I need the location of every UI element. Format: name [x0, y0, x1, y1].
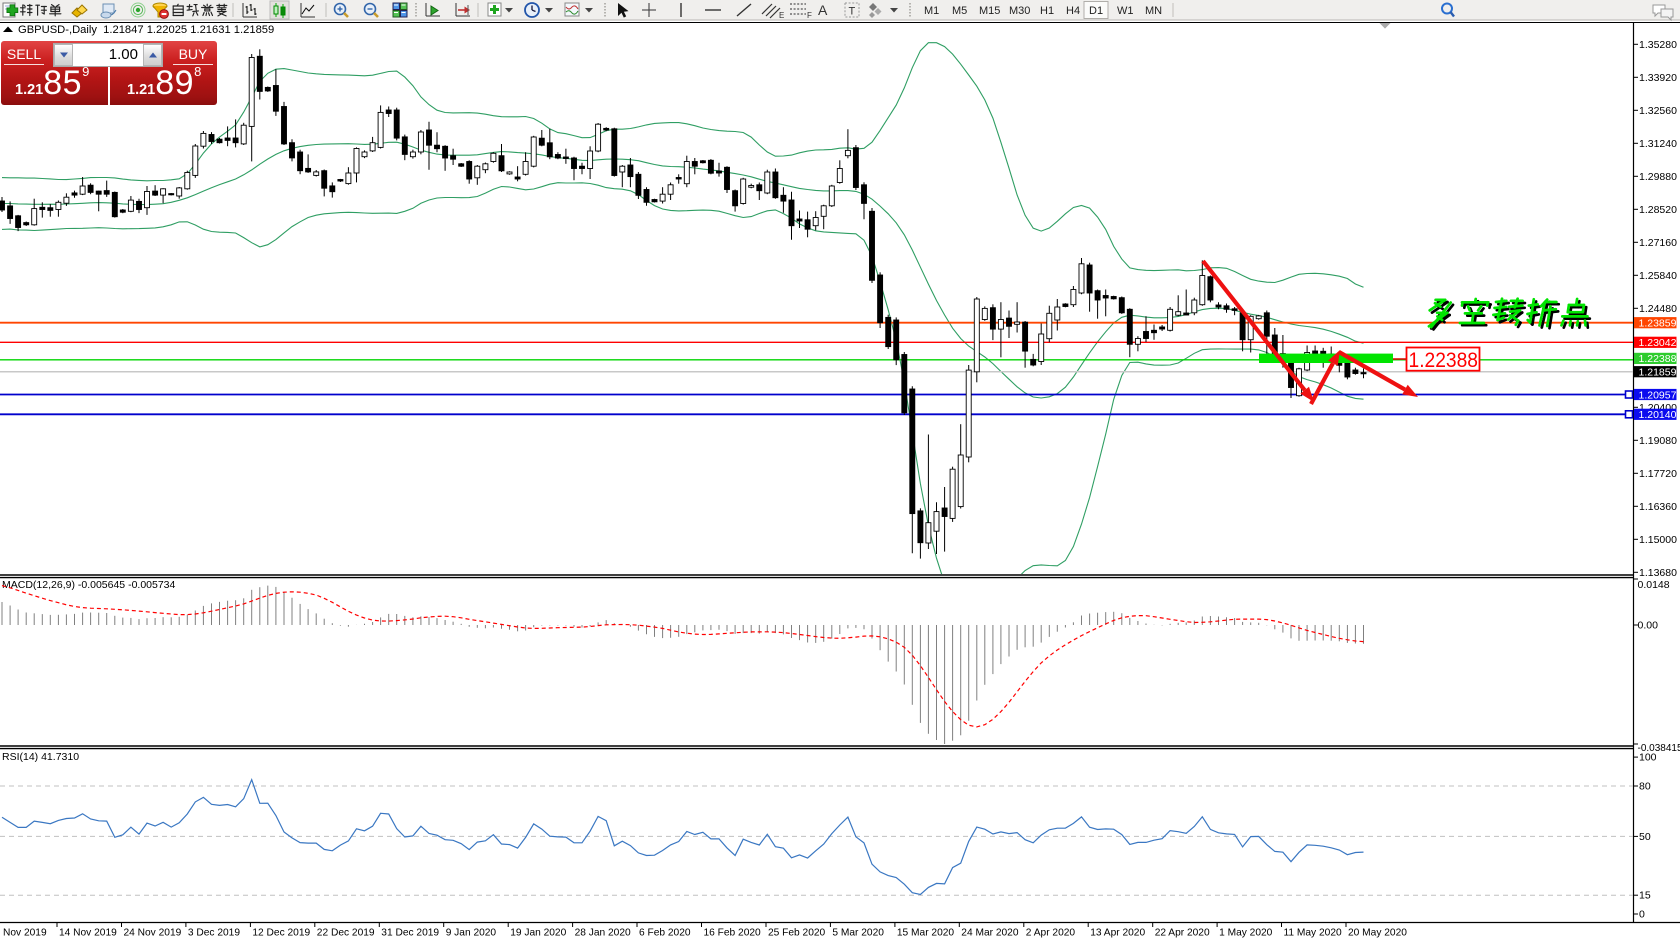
svg-text:22 Apr 2020: 22 Apr 2020	[1155, 928, 1210, 939]
svg-text:20 May 2020: 20 May 2020	[1348, 928, 1407, 939]
svg-text:1.24480: 1.24480	[1639, 303, 1677, 315]
svg-text:MACD(12,26,9) -0.005645 -0.005: MACD(12,26,9) -0.005645 -0.005734	[2, 579, 176, 591]
svg-text:15: 15	[1639, 890, 1651, 902]
svg-text:1.25840: 1.25840	[1639, 270, 1677, 282]
svg-text:1.16360: 1.16360	[1639, 501, 1677, 513]
svg-text:0.0148: 0.0148	[1638, 579, 1670, 591]
svg-text:D1: D1	[1089, 5, 1103, 17]
svg-text:1.31240: 1.31240	[1639, 138, 1677, 150]
svg-text:M5: M5	[952, 5, 967, 17]
svg-text:F: F	[807, 11, 812, 20]
svg-text:E: E	[779, 11, 784, 20]
svg-text:1.13680: 1.13680	[1639, 567, 1677, 579]
svg-text:1.27160: 1.27160	[1639, 237, 1677, 249]
svg-text:6 Nov 2019: 6 Nov 2019	[0, 928, 47, 939]
svg-text:M1: M1	[924, 5, 939, 17]
svg-text:1.35280: 1.35280	[1639, 39, 1677, 51]
svg-text:13 Apr 2020: 13 Apr 2020	[1090, 928, 1145, 939]
svg-text:1.23042: 1.23042	[1639, 337, 1677, 349]
svg-text:RSI(14) 41.7310: RSI(14) 41.7310	[2, 751, 79, 763]
svg-text:H1: H1	[1040, 5, 1054, 17]
svg-text:12 Dec 2019: 12 Dec 2019	[252, 928, 310, 939]
svg-text:GBPUSD-,Daily 1.21847 1.22025: GBPUSD-,Daily 1.21847 1.22025 1.21631 1.…	[18, 24, 274, 36]
svg-text:28 Jan 2020: 28 Jan 2020	[575, 928, 631, 939]
svg-text:24 Mar 2020: 24 Mar 2020	[961, 928, 1019, 939]
svg-text:1.20140: 1.20140	[1639, 409, 1677, 421]
svg-text:14 Nov 2019: 14 Nov 2019	[59, 928, 117, 939]
svg-text:M15: M15	[979, 5, 1000, 17]
svg-text:0: 0	[1639, 909, 1645, 921]
svg-text:W1: W1	[1117, 5, 1134, 17]
svg-text:H4: H4	[1066, 5, 1080, 17]
svg-text:16 Feb 2020: 16 Feb 2020	[704, 928, 762, 939]
svg-text:1.22388: 1.22388	[1409, 349, 1479, 372]
svg-text:1.28520: 1.28520	[1639, 204, 1677, 216]
svg-text:22 Dec 2019: 22 Dec 2019	[317, 928, 375, 939]
svg-text:24 Nov 2019: 24 Nov 2019	[124, 928, 182, 939]
svg-text:9 Jan 2020: 9 Jan 2020	[446, 928, 497, 939]
svg-text:1.20957: 1.20957	[1639, 389, 1677, 401]
svg-text:2 Apr 2020: 2 Apr 2020	[1026, 928, 1076, 939]
svg-text:0.00: 0.00	[1638, 620, 1659, 632]
svg-text:1.23859: 1.23859	[1639, 318, 1677, 330]
svg-text:1.17720: 1.17720	[1639, 468, 1677, 480]
svg-text:11 May 2020: 11 May 2020	[1284, 928, 1342, 939]
svg-text:1.21859: 1.21859	[1639, 367, 1677, 379]
svg-text:6 Feb 2020: 6 Feb 2020	[639, 928, 691, 939]
svg-text:3 Dec 2019: 3 Dec 2019	[188, 928, 240, 939]
svg-text:80: 80	[1639, 781, 1651, 793]
svg-text:25 Feb 2020: 25 Feb 2020	[768, 928, 826, 939]
svg-text:1.19080: 1.19080	[1639, 435, 1677, 447]
svg-text:-0.038415: -0.038415	[1638, 743, 1680, 754]
svg-text:T: T	[849, 6, 856, 18]
svg-text:50: 50	[1639, 831, 1651, 843]
svg-text:100: 100	[1639, 752, 1657, 764]
svg-text:1.15000: 1.15000	[1639, 534, 1677, 546]
svg-text:19 Jan 2020: 19 Jan 2020	[510, 928, 566, 939]
svg-text:1.29880: 1.29880	[1639, 171, 1677, 183]
svg-text:15 Mar 2020: 15 Mar 2020	[897, 928, 955, 939]
svg-text:1.22388: 1.22388	[1639, 353, 1677, 365]
svg-text:M30: M30	[1009, 5, 1030, 17]
svg-text:31 Dec 2019: 31 Dec 2019	[381, 928, 439, 939]
svg-text:A: A	[818, 2, 828, 18]
svg-text:1.33920: 1.33920	[1639, 72, 1677, 84]
svg-text:1 May 2020: 1 May 2020	[1219, 928, 1273, 939]
svg-text:MN: MN	[1145, 5, 1162, 17]
svg-text:5 Mar 2020: 5 Mar 2020	[832, 928, 884, 939]
svg-text:1.32560: 1.32560	[1639, 105, 1677, 117]
